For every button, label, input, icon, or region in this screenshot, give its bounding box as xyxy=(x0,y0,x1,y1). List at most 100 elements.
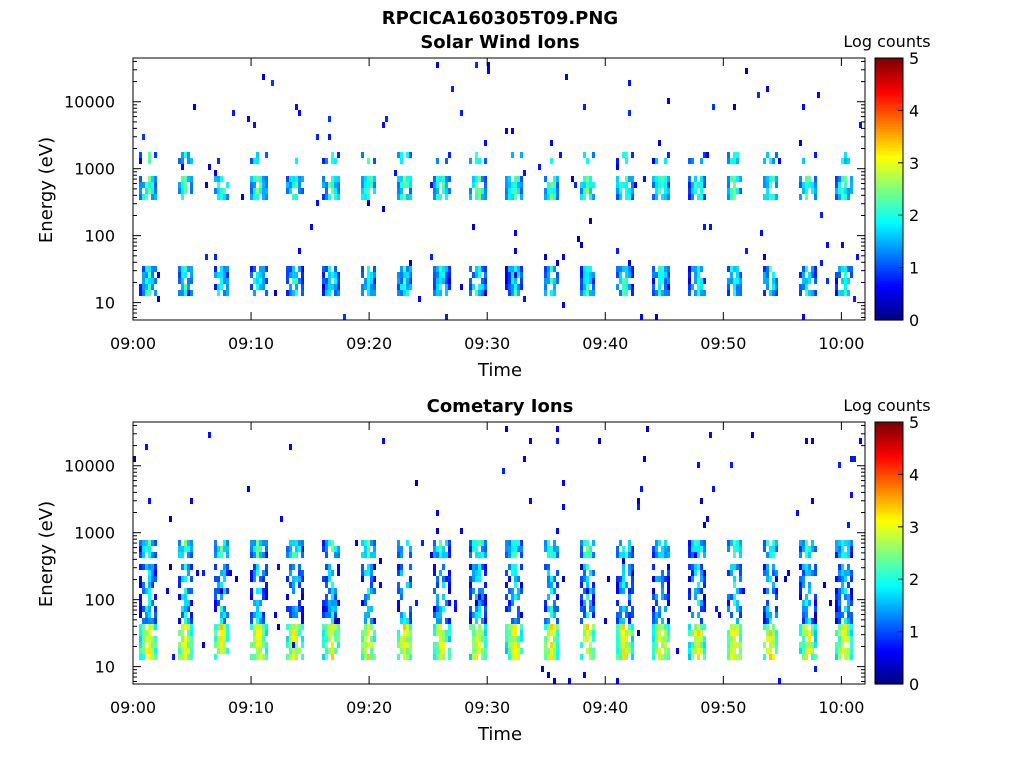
heatmap-cell xyxy=(190,182,193,188)
heatmap-cell xyxy=(400,588,403,594)
heatmap-cell xyxy=(253,194,256,200)
heatmap-cell xyxy=(259,648,262,654)
heatmap-cell xyxy=(364,624,367,630)
colorbar-step xyxy=(875,283,903,287)
heatmap-cell xyxy=(337,570,340,576)
heatmap-cell xyxy=(550,158,553,164)
heatmap-cell xyxy=(406,182,409,188)
heatmap-cell xyxy=(433,278,436,284)
heatmap-cell xyxy=(301,176,304,182)
heatmap-cell xyxy=(406,284,409,290)
heatmap-cell xyxy=(703,290,706,296)
heatmap-cell xyxy=(697,462,700,468)
heatmap-cell xyxy=(850,456,853,462)
heatmap-cell xyxy=(436,612,439,618)
heatmap-cell xyxy=(184,188,187,194)
heatmap-cell xyxy=(334,266,337,272)
heatmap-cell xyxy=(850,618,853,624)
heatmap-cell xyxy=(661,618,664,624)
heatmap-cell xyxy=(661,594,664,600)
heatmap-cell xyxy=(631,182,634,188)
heatmap-cell xyxy=(808,182,811,188)
heatmap-cell xyxy=(325,636,328,642)
heatmap-cell xyxy=(181,164,184,170)
heatmap-cell xyxy=(628,194,631,200)
heatmap-cell xyxy=(802,272,805,278)
heatmap-cell xyxy=(481,552,484,558)
heatmap-cell xyxy=(652,158,655,164)
heatmap-cell xyxy=(586,588,589,594)
heatmap-cell xyxy=(727,546,730,552)
heatmap-cell xyxy=(148,272,151,278)
heatmap-cell xyxy=(184,152,187,158)
heatmap-cell xyxy=(811,648,814,654)
heatmap-cell xyxy=(178,552,181,558)
heatmap-cell xyxy=(181,152,184,158)
heatmap-cell xyxy=(691,552,694,558)
heatmap-cell xyxy=(364,278,367,284)
heatmap-cell xyxy=(664,636,667,642)
colorbar-step xyxy=(875,230,903,235)
heatmap-cell xyxy=(616,284,619,290)
heatmap-cell xyxy=(253,636,256,642)
heatmap-cell xyxy=(226,612,229,618)
heatmap-cell xyxy=(181,194,184,200)
colorbar-step xyxy=(875,220,903,224)
heatmap-cell xyxy=(397,636,400,642)
heatmap-cell xyxy=(148,540,151,546)
heatmap-cell xyxy=(214,188,217,194)
heatmap-cell xyxy=(367,290,370,296)
heatmap-cell xyxy=(364,600,367,606)
colorbar-step xyxy=(875,445,903,449)
heatmap-cell xyxy=(148,654,151,660)
heatmap-cell xyxy=(835,188,838,194)
heatmap-cell xyxy=(208,164,211,170)
colorbar-step xyxy=(875,107,903,111)
heatmap-cell xyxy=(433,552,436,558)
heatmap-cell xyxy=(622,654,625,660)
heatmap-cell xyxy=(373,188,376,194)
heatmap-cell xyxy=(667,290,670,296)
heatmap-cell xyxy=(256,612,259,618)
heatmap-cell xyxy=(433,194,436,200)
heatmap-cell xyxy=(382,122,385,128)
colorbar-step xyxy=(875,456,903,460)
heatmap-cell xyxy=(547,194,550,200)
heatmap-cell xyxy=(514,546,517,552)
heatmap-cell xyxy=(214,254,217,260)
heatmap-cell xyxy=(517,588,520,594)
heatmap-cell xyxy=(847,522,850,528)
heatmap-cell xyxy=(658,266,661,272)
heatmap-cell xyxy=(262,630,265,636)
heatmap-cell xyxy=(217,188,220,194)
heatmap-cell xyxy=(814,594,817,600)
heatmap-cell xyxy=(697,546,700,552)
heatmap-cell xyxy=(814,182,817,188)
heatmap-cell xyxy=(253,612,256,618)
heatmap-cell xyxy=(547,182,550,188)
heatmap-cell xyxy=(292,624,295,630)
colorbar-step xyxy=(875,81,903,85)
heatmap-cell xyxy=(586,284,589,290)
heatmap-cell xyxy=(292,552,295,558)
heatmap-cell xyxy=(370,588,373,594)
heatmap-cell xyxy=(295,104,298,110)
heatmap-cell xyxy=(511,600,514,606)
heatmap-cell xyxy=(847,266,850,272)
heatmap-cell xyxy=(478,570,481,576)
heatmap-cell xyxy=(184,606,187,612)
heatmap-cell xyxy=(694,636,697,642)
heatmap-cell xyxy=(286,576,289,582)
heatmap-cell xyxy=(631,266,634,272)
heatmap-cell xyxy=(544,636,547,642)
heatmap-cell xyxy=(508,176,511,182)
heatmap-cell xyxy=(844,618,847,624)
heatmap-cell xyxy=(766,576,769,582)
heatmap-cell xyxy=(472,654,475,660)
heatmap-cell xyxy=(736,266,739,272)
heatmap-cell xyxy=(655,158,658,164)
heatmap-cell xyxy=(607,576,610,582)
heatmap-cell xyxy=(814,176,817,182)
heatmap-cell xyxy=(187,290,190,296)
heatmap-cell xyxy=(697,182,700,188)
